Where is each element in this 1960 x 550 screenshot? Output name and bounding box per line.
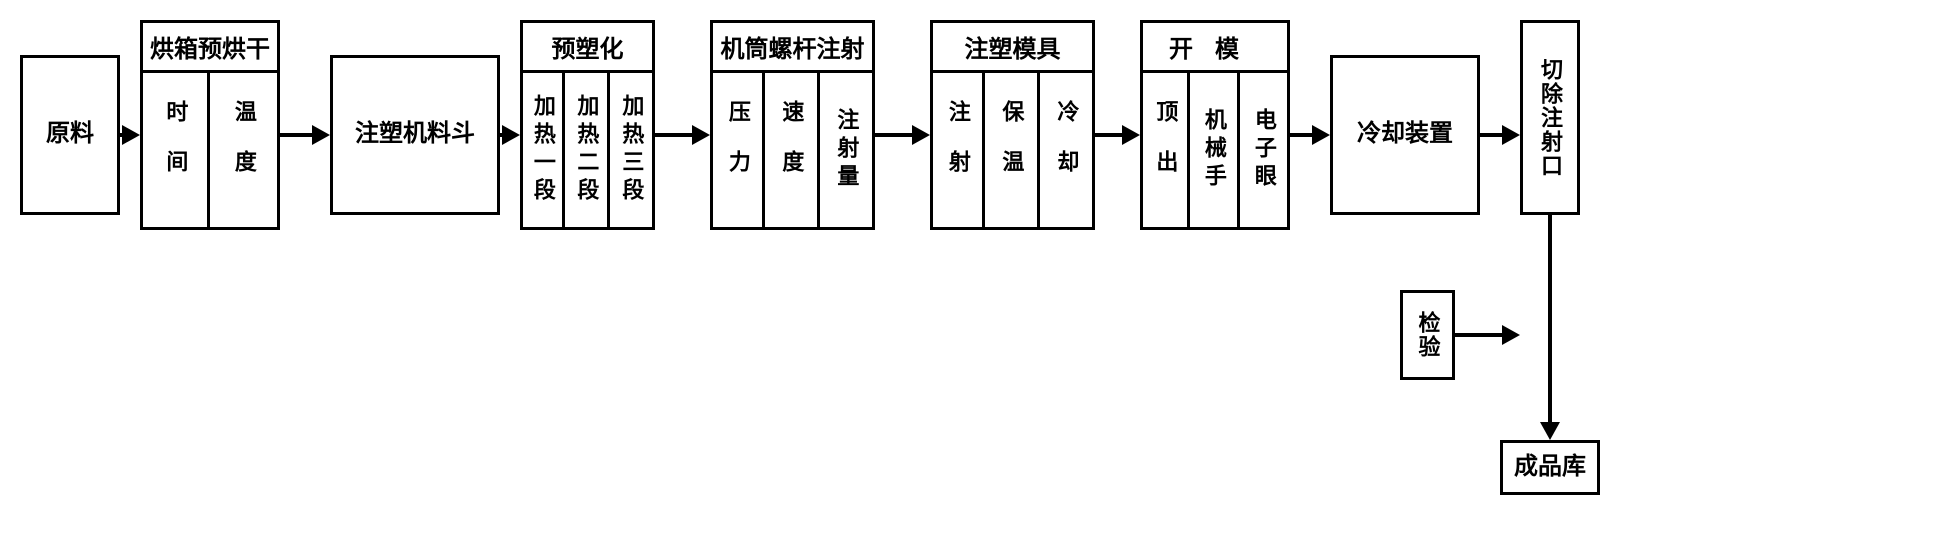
- node-cell: 速度: [765, 70, 820, 230]
- node-cells: 顶出机械手电子眼: [1140, 70, 1290, 230]
- flow-node-n8: 冷却装置: [1330, 55, 1480, 215]
- flow-node-n9: 切除注射口: [1520, 20, 1580, 215]
- node-cell: 加热三段: [610, 70, 655, 230]
- node-cell: 加热二段: [565, 70, 610, 230]
- cell-label: 速度: [776, 100, 807, 200]
- flow-node-n1: 原料: [20, 55, 120, 215]
- node-label: 冷却装置: [1357, 119, 1453, 150]
- flow-node-n3: 注塑机料斗: [330, 55, 500, 215]
- node-cell: 注射量: [820, 70, 875, 230]
- node-cell: 加热一段: [520, 70, 565, 230]
- node-cell: 保温: [985, 70, 1040, 230]
- cell-label: 压力: [722, 100, 753, 200]
- cell-label: 机械手: [1198, 108, 1229, 192]
- cell-label: 保温: [996, 100, 1027, 200]
- cell-label: 温度: [228, 100, 259, 200]
- node-header: 机筒螺杆注射: [710, 20, 875, 70]
- cell-label: 电子眼: [1248, 108, 1279, 192]
- node-header: 开模: [1140, 20, 1290, 70]
- cell-label: 时间: [160, 100, 191, 200]
- cell-label: 注射: [942, 100, 973, 200]
- node-cells: 时间温度: [140, 70, 280, 230]
- node-cell: 温度: [210, 70, 280, 230]
- node-header: 烘箱预烘干: [140, 20, 280, 70]
- node-label: 原料: [46, 119, 94, 150]
- node-cell: 注射: [930, 70, 985, 230]
- node-cell: 顶出: [1140, 70, 1190, 230]
- flow-node-n10: 检验: [1400, 290, 1455, 380]
- cell-label: 加热二段: [571, 94, 602, 206]
- cell-label: 注射量: [831, 108, 862, 192]
- flow-node-n4: 预塑化加热一段加热二段加热三段: [520, 20, 655, 230]
- node-label: 切除注射口: [1534, 58, 1566, 178]
- node-header: 注塑模具: [930, 20, 1095, 70]
- cell-label: 加热一段: [527, 94, 558, 206]
- node-cell: 电子眼: [1240, 70, 1290, 230]
- cell-label: 加热三段: [616, 94, 647, 206]
- node-cells: 注射保温冷却: [930, 70, 1095, 230]
- cell-label: 顶出: [1150, 100, 1181, 200]
- node-cells: 压力速度注射量: [710, 70, 875, 230]
- node-cell: 冷却: [1040, 70, 1095, 230]
- node-cell: 机械手: [1190, 70, 1240, 230]
- node-header: 预塑化: [520, 20, 655, 70]
- node-cells: 加热一段加热二段加热三段: [520, 70, 655, 230]
- node-label: 成品库: [1514, 452, 1586, 483]
- node-label: 注塑机料斗: [355, 119, 475, 150]
- flow-node-n7: 开模顶出机械手电子眼: [1140, 20, 1290, 230]
- flow-node-n2: 烘箱预烘干时间温度: [140, 20, 280, 230]
- flow-node-n6: 注塑模具注射保温冷却: [930, 20, 1095, 230]
- flow-node-n5: 机筒螺杆注射压力速度注射量: [710, 20, 875, 230]
- node-label: 检验: [1412, 311, 1444, 359]
- node-cell: 时间: [140, 70, 210, 230]
- cell-label: 冷却: [1051, 100, 1082, 200]
- node-cell: 压力: [710, 70, 765, 230]
- flow-node-n11: 成品库: [1500, 440, 1600, 495]
